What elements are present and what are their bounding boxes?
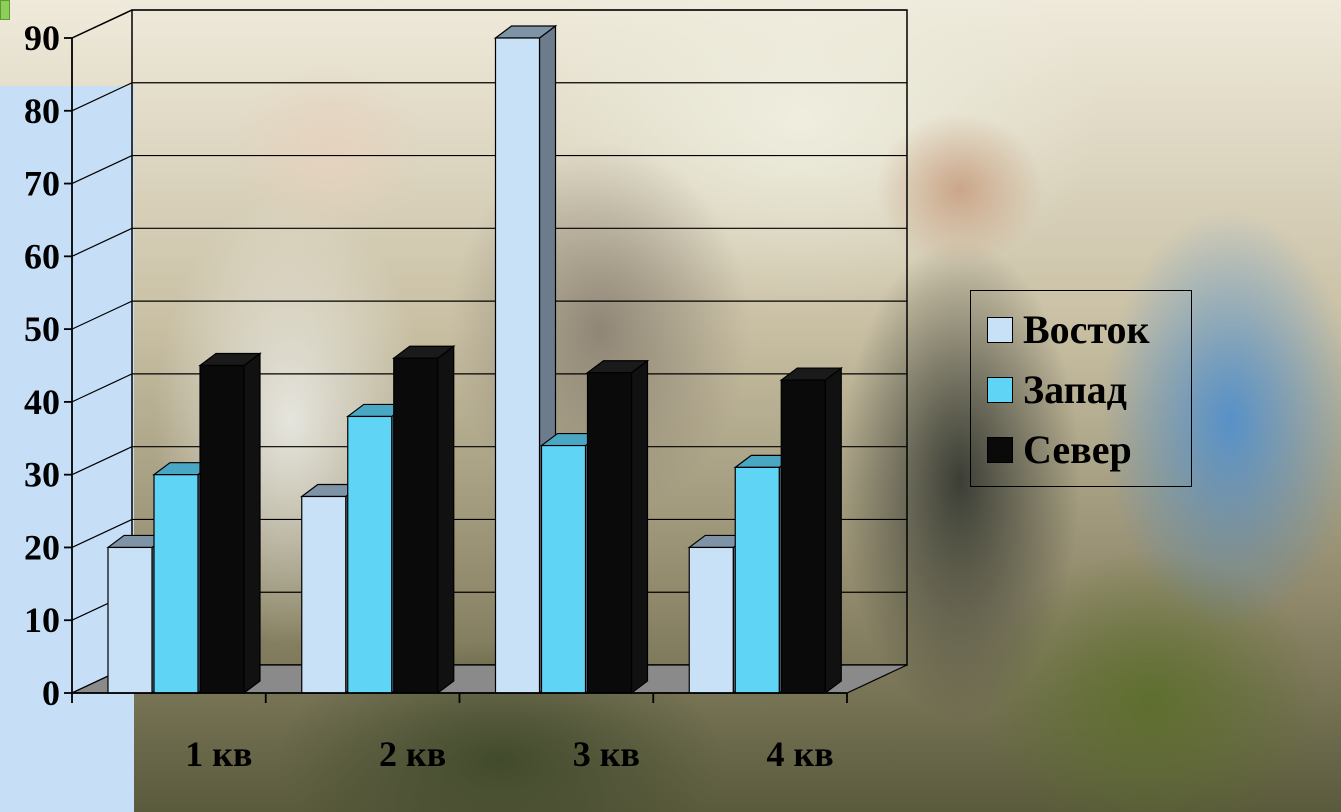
y-tick-label: 90 <box>24 18 60 58</box>
gridline-side <box>71 155 133 185</box>
legend-item-west: Запад <box>987 367 1127 413</box>
y-tick-label: 20 <box>24 527 60 567</box>
legend-label-east: Восток <box>1023 307 1150 352</box>
legend-item-north: Север <box>987 427 1132 473</box>
bar-front-face <box>734 466 780 694</box>
bar-front-face <box>688 546 734 694</box>
x-tick-label: 3 кв <box>573 734 640 774</box>
bar-front-face <box>199 364 245 694</box>
y-tick-label: 40 <box>24 382 60 422</box>
legend-swatch-north <box>987 437 1013 463</box>
corner-marker <box>0 0 10 20</box>
x-tick-labels: 1 кв 2 кв 3 кв 4 кв <box>185 734 833 774</box>
axes <box>64 37 848 703</box>
bar-4-3 <box>779 366 844 695</box>
gridline-side <box>71 373 133 403</box>
gridline-side <box>71 446 133 476</box>
bar-side-face <box>630 359 649 695</box>
bar-front-face <box>301 495 347 694</box>
y-tick-label: 0 <box>42 673 60 713</box>
y-tick-label: 70 <box>24 164 60 204</box>
bar-side-face <box>824 366 842 695</box>
y-tick-label: 30 <box>24 455 60 495</box>
y-tick-label: 80 <box>24 91 60 131</box>
legend-item-east: Восток <box>987 307 1150 353</box>
gridline-side <box>71 227 133 257</box>
x-tick-label: 4 кв <box>767 734 834 774</box>
bar-2-3 <box>391 345 456 695</box>
legend-swatch-west <box>987 377 1013 403</box>
bar-3-3 <box>585 359 650 695</box>
y-tick-labels: 0 10 20 30 40 50 60 70 80 90 <box>24 18 60 713</box>
bar-front-face <box>780 379 826 694</box>
bar-side-face <box>243 352 261 695</box>
bar-front-face <box>586 372 633 694</box>
gridline-side <box>71 518 133 548</box>
y-tick-label: 60 <box>24 236 60 276</box>
legend-label-west: Запад <box>1023 367 1127 412</box>
bar-front-face <box>107 546 153 694</box>
y-tick-label: 10 <box>24 600 60 640</box>
bar-marks <box>106 24 844 695</box>
gridline-side <box>71 9 133 39</box>
bar-front-face <box>393 357 439 694</box>
bar-front-face <box>494 37 541 694</box>
gridline-side <box>71 300 133 330</box>
bar-front-face <box>347 415 393 694</box>
bar-front-face <box>540 444 587 694</box>
bar-1-3 <box>198 352 262 695</box>
y-tick-label: 50 <box>24 309 60 349</box>
gridline-side <box>71 82 133 112</box>
x-tick-label: 1 кв <box>185 734 252 774</box>
bar-front-face <box>153 474 199 694</box>
bar-side-face <box>437 345 455 695</box>
x-tick-label: 2 кв <box>379 734 446 774</box>
legend: Восток Запад Север <box>970 290 1192 487</box>
legend-swatch-east <box>987 317 1013 343</box>
legend-label-north: Север <box>1023 427 1132 472</box>
